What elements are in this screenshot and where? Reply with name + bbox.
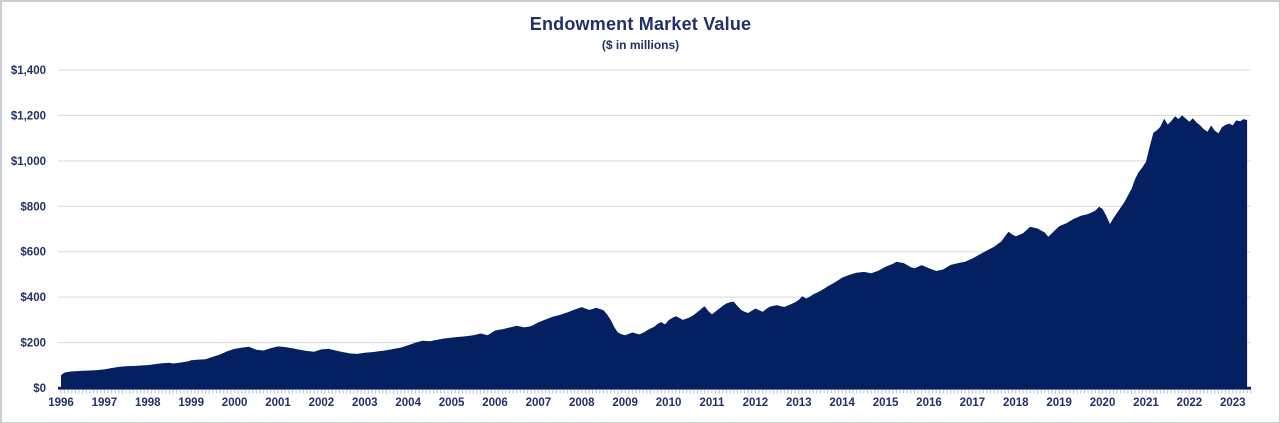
y-axis-label: $1,200 bbox=[11, 110, 46, 122]
x-axis-label: 2018 bbox=[1003, 397, 1029, 409]
x-axis-label: 2021 bbox=[1133, 397, 1159, 409]
x-axis-label: 2011 bbox=[700, 397, 726, 409]
x-axis-line bbox=[58, 386, 1251, 390]
x-axis-label: 2004 bbox=[395, 397, 421, 409]
x-axis-label: 2020 bbox=[1090, 397, 1116, 409]
x-axis-label: 2009 bbox=[612, 397, 638, 409]
x-axis-label: 1997 bbox=[92, 397, 118, 409]
x-axis-label: 1999 bbox=[178, 397, 204, 409]
y-axis-label: $1,000 bbox=[11, 156, 46, 168]
y-axis-label: $600 bbox=[20, 247, 46, 259]
x-axis-label: 2008 bbox=[569, 397, 595, 409]
x-axis-label: 2023 bbox=[1220, 397, 1246, 409]
y-axis-label: $400 bbox=[20, 292, 46, 304]
x-axis-label: 2001 bbox=[265, 397, 291, 409]
x-axis-label: 2006 bbox=[482, 397, 508, 409]
y-axis-label: $200 bbox=[20, 338, 46, 350]
x-axis-label: 2017 bbox=[960, 397, 986, 409]
x-axis-label: 2000 bbox=[222, 397, 248, 409]
x-axis-label: 2015 bbox=[873, 397, 899, 409]
x-axis-label: 2005 bbox=[439, 397, 465, 409]
x-axis-label: 2010 bbox=[656, 397, 682, 409]
x-axis-label: 2014 bbox=[829, 397, 855, 409]
chart-subtitle: ($ in millions) bbox=[601, 38, 680, 52]
y-axis-label: $800 bbox=[20, 201, 46, 213]
x-axis-label: 2003 bbox=[352, 397, 378, 409]
x-axis-label: 1996 bbox=[48, 397, 74, 409]
chart-title: Endowment Market Value bbox=[529, 14, 752, 34]
x-axis-label: 2019 bbox=[1046, 397, 1072, 409]
x-axis-label: 2016 bbox=[916, 397, 942, 409]
y-axis-label: $1,400 bbox=[11, 65, 46, 77]
x-axis-label: 2012 bbox=[743, 397, 769, 409]
endowment-value-area bbox=[61, 115, 1248, 389]
x-axis-label: 2022 bbox=[1177, 397, 1203, 409]
y-axis-label: $0 bbox=[33, 383, 46, 395]
x-axis-label: 1998 bbox=[135, 397, 161, 409]
x-axis-label: 2013 bbox=[786, 397, 812, 409]
x-axis-label: 2007 bbox=[526, 397, 552, 409]
x-axis-label: 2002 bbox=[309, 397, 335, 409]
